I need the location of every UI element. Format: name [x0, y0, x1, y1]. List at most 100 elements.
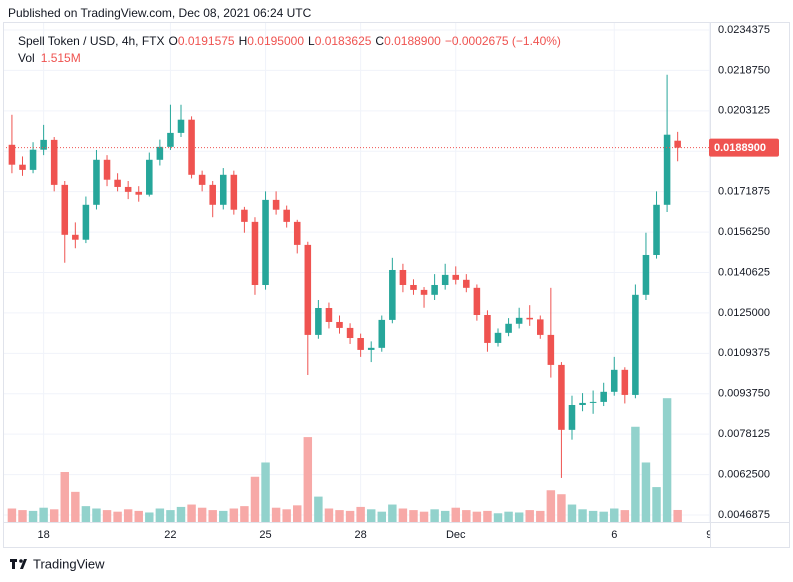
volume-bar [662, 398, 672, 522]
volume-bar [187, 504, 196, 522]
y-tick-label: 0.0203125 [718, 105, 770, 117]
candle-body [114, 179, 121, 187]
candle-body [463, 279, 470, 288]
volume-bar [388, 504, 397, 522]
candle-body [19, 164, 26, 170]
volume-bar [567, 504, 577, 522]
candle-body [632, 294, 639, 395]
volume-bar [525, 510, 534, 522]
y-tick-label: 0.0218750 [718, 64, 770, 76]
candle-body [72, 234, 79, 240]
volume-bar [483, 510, 492, 522]
volume-bar [345, 510, 355, 522]
candle-body [642, 254, 650, 295]
volume-bar [145, 512, 154, 522]
volume-bar [451, 507, 460, 522]
candle-body [315, 308, 322, 335]
candle-body [484, 314, 491, 343]
ohlc-value: 0.0191575 [178, 34, 235, 48]
candle-body [293, 221, 301, 245]
axes: 0.02343750.02187500.02031250.01875000.01… [709, 24, 779, 521]
volume-bar [250, 476, 260, 522]
candle-body [103, 159, 111, 180]
candle-body [526, 317, 533, 320]
y-tick-label: 0.0046875 [718, 509, 770, 521]
volume-bar [7, 508, 17, 522]
y-tick-label: 0.0140625 [718, 266, 770, 278]
volume-bar [219, 510, 228, 522]
volume-value: 1.515M [41, 51, 81, 65]
x-tick-label: 9 [706, 529, 712, 541]
volume-bar [599, 511, 608, 522]
candle-body [29, 149, 37, 170]
candle-body [177, 119, 185, 133]
ohlc-key: O [169, 34, 178, 48]
candle-body [473, 287, 481, 315]
volume-bar [335, 510, 344, 522]
volume-bar [113, 511, 122, 522]
volume-bar [578, 509, 587, 522]
last-price-label: 0.0188900 [714, 142, 766, 154]
candle-body [367, 347, 375, 350]
x-tick-label: 28 [355, 529, 367, 541]
volume-legend: Vol 1.515M [18, 51, 81, 65]
volume-bar [504, 511, 513, 522]
candle-body [610, 369, 618, 392]
volume-bar [557, 494, 566, 522]
volume-bar [356, 506, 365, 522]
candle-body [621, 369, 629, 395]
logo-part [19, 559, 23, 563]
volume-bar [81, 506, 91, 522]
ohlc-value: 0.0183625 [315, 34, 372, 48]
candle-body [82, 204, 90, 240]
volume-bar [102, 510, 112, 522]
candle-body [589, 401, 597, 403]
y-tick-label: 0.0109375 [718, 347, 770, 359]
volume-bar [134, 510, 143, 522]
volume-bar [641, 462, 651, 522]
ohlc-value: 0.0195000 [247, 34, 304, 48]
frame [3, 22, 790, 548]
volume-bar [398, 508, 408, 522]
volume-bar [366, 509, 376, 522]
volume-bar [546, 490, 556, 522]
candle-body [410, 284, 417, 290]
volume-bar [314, 496, 323, 522]
volume-bar [324, 508, 334, 522]
volume-bar [303, 437, 313, 522]
candle-body [93, 159, 100, 205]
candle-body [579, 402, 586, 406]
logo-part [20, 559, 27, 569]
y-tick-label: 0.0093750 [718, 388, 770, 400]
published-note: Published on TradingView.com, Dec 08, 20… [8, 6, 312, 20]
candle-body [568, 405, 576, 430]
volume-bar [39, 507, 48, 522]
volume-bar [536, 510, 545, 522]
volume-bar [282, 509, 291, 522]
volume-bar [472, 511, 482, 522]
candle-body [600, 391, 607, 402]
volume-bar [462, 510, 471, 522]
brand-logo: TradingView [10, 556, 105, 571]
x-tick-label: 25 [259, 529, 271, 541]
volume-bar [514, 512, 524, 522]
logo-part [12, 559, 15, 569]
volume-bar [49, 509, 59, 522]
candle-body [135, 191, 143, 195]
candle-body [167, 132, 174, 147]
y-tick-label: 0.0156250 [718, 226, 770, 238]
volume-bar [493, 513, 503, 522]
y-tick-label: 0.0125000 [718, 307, 770, 319]
candle-body [547, 334, 555, 365]
candle-body [50, 139, 58, 185]
x-tick-label: 18 [38, 529, 50, 541]
ohlc-value: 0.0188900 [384, 34, 441, 48]
last-price-tag [709, 138, 779, 157]
x-tick-label: 6 [611, 529, 617, 541]
y-tick-label: 0.0062500 [718, 468, 770, 480]
candle-body [663, 134, 671, 205]
change: −0.0002675 (−1.40%) [445, 34, 561, 48]
candle-body [61, 184, 69, 235]
